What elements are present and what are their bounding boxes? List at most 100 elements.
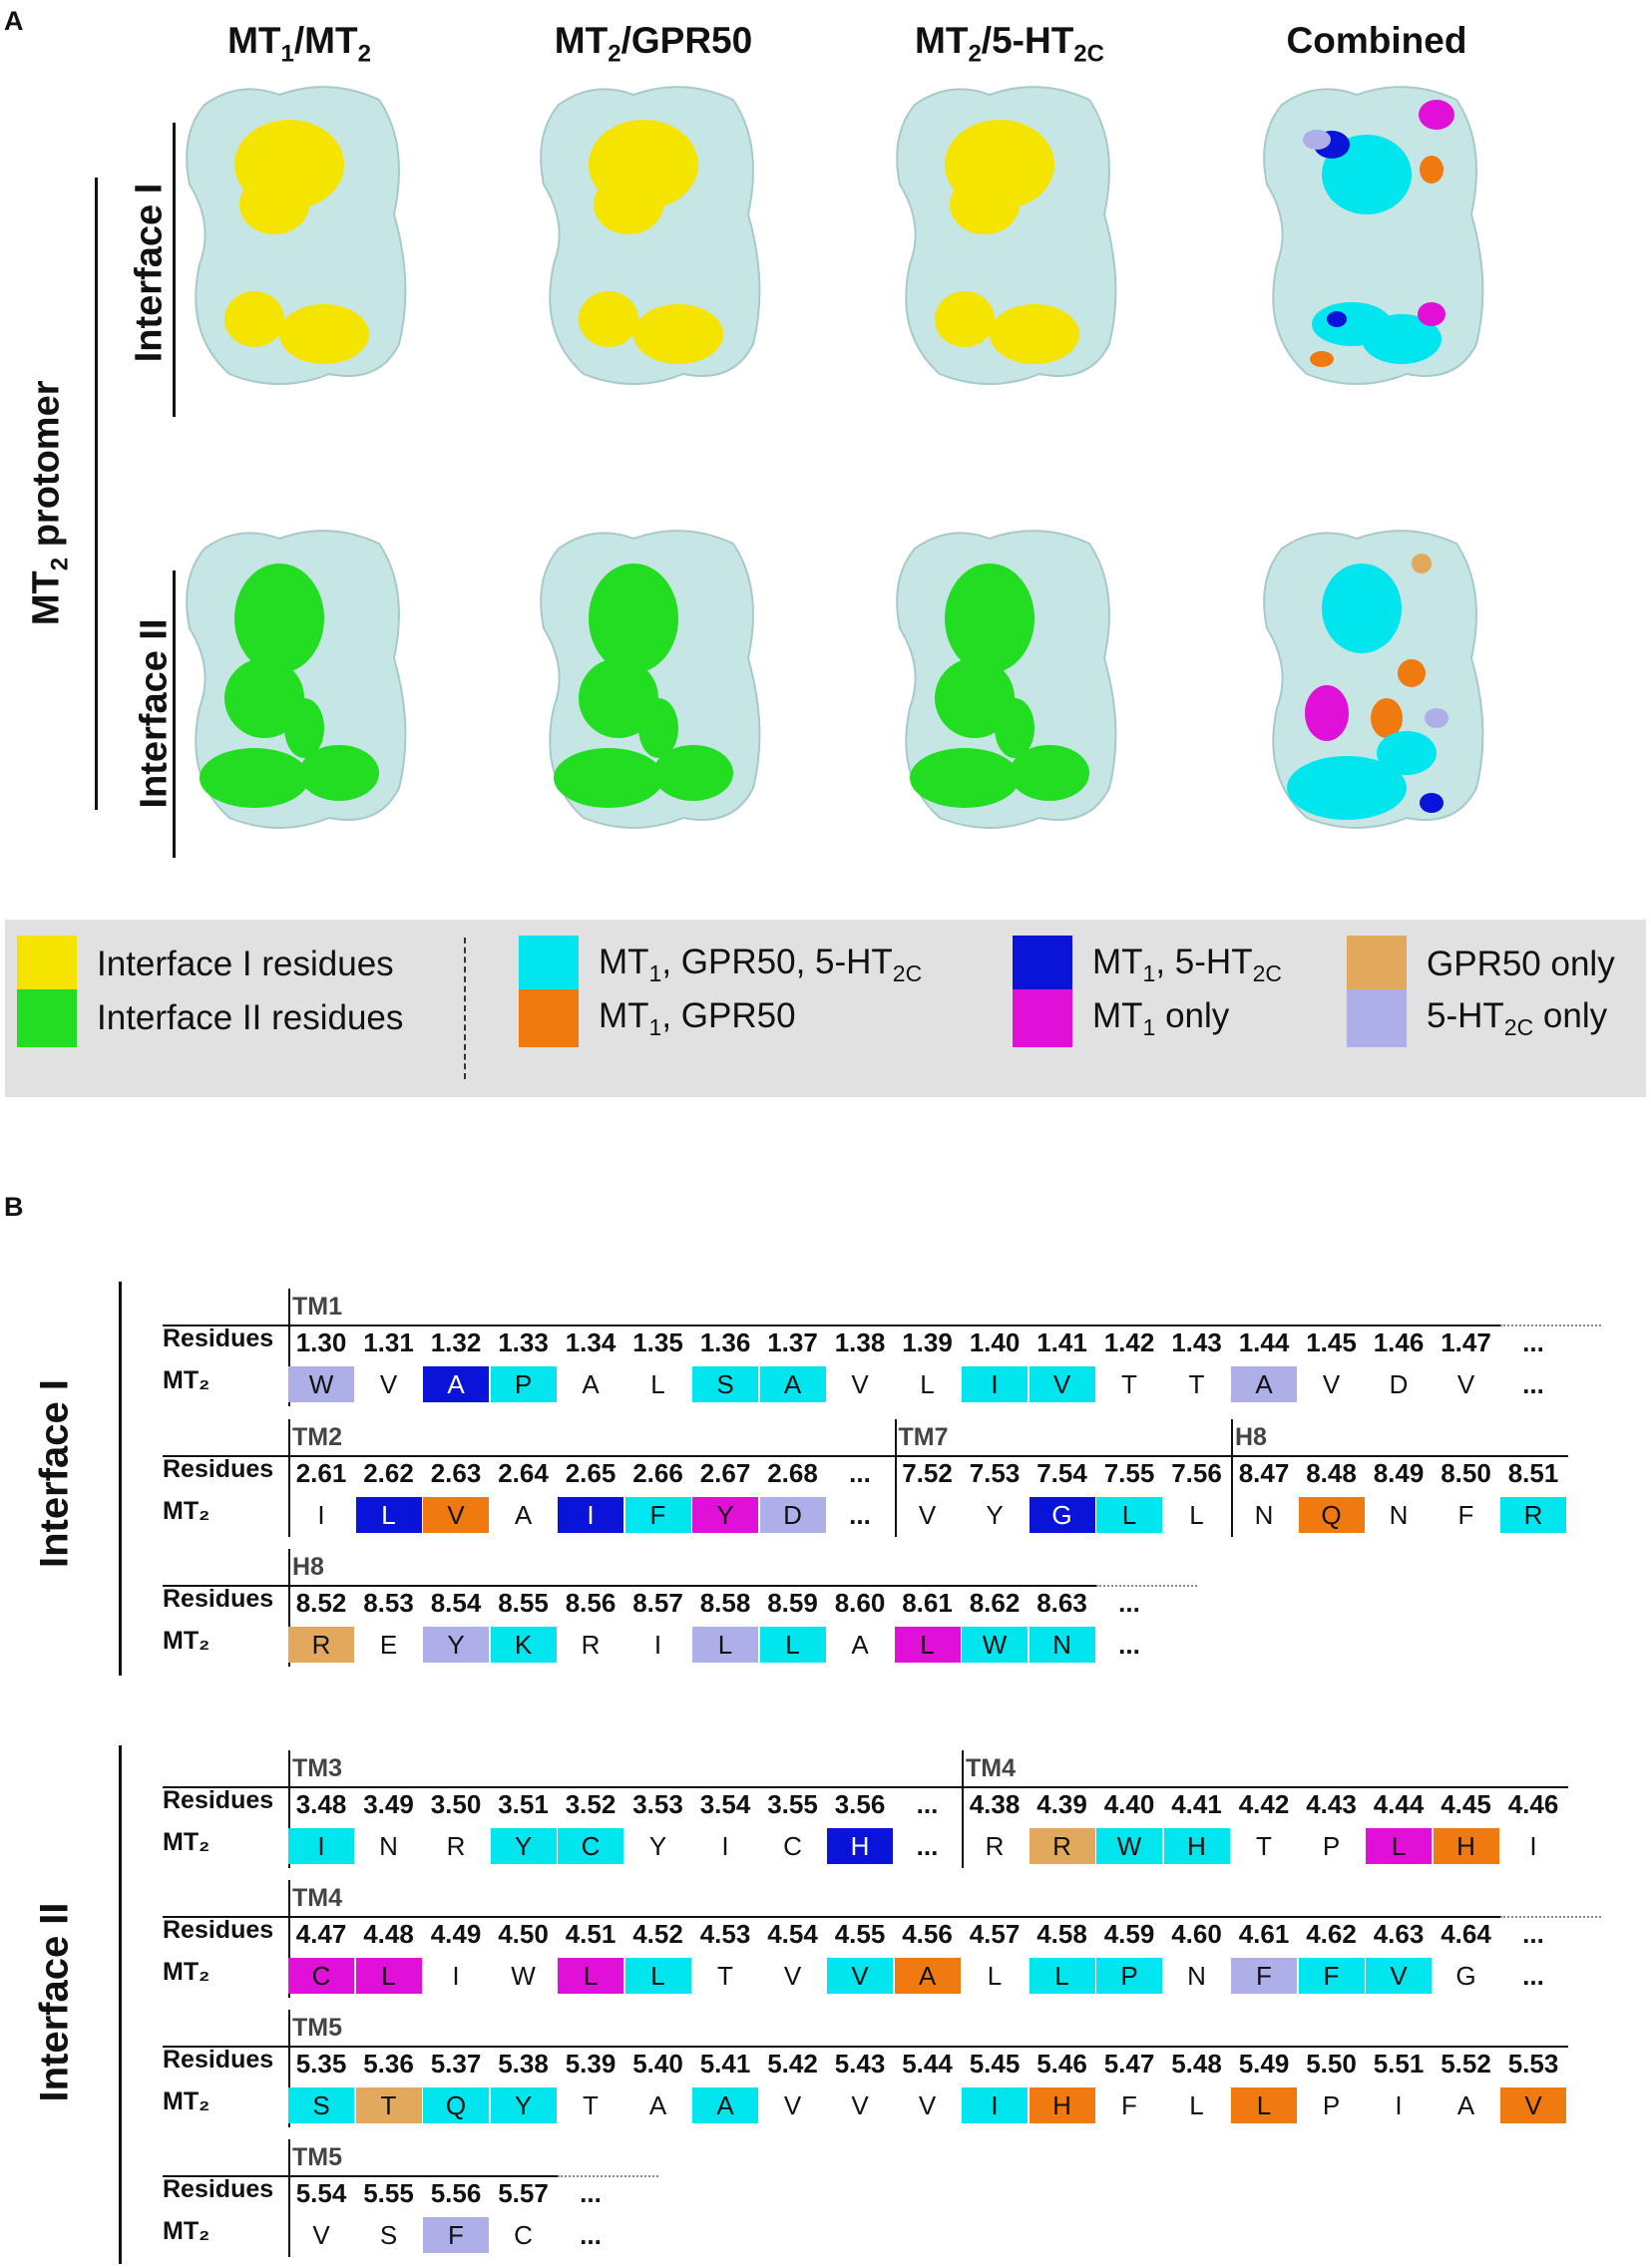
residue-number: 4.54: [767, 1919, 818, 1949]
legend-label: Interface II residues: [97, 998, 404, 1037]
sequence-row-label: MT₂: [163, 1497, 210, 1525]
residue-number: 5.40: [632, 2049, 683, 2079]
residue-cell: P: [1322, 1831, 1341, 1861]
residue-cell: P: [490, 1366, 557, 1402]
column-title: MT2/5-HT2C: [915, 20, 1104, 68]
residue-number: 8.58: [699, 1588, 751, 1618]
residue-number: 3.54: [699, 1789, 751, 1819]
residue-number: 5.57: [498, 2178, 549, 2208]
residue-number: 4.39: [1036, 1789, 1087, 1819]
residue-cell: R: [1029, 1828, 1095, 1864]
residue-cell: I: [558, 1497, 623, 1533]
residue-number: 8.53: [363, 1588, 414, 1618]
combined-patch: [1362, 314, 1442, 364]
residue-number: 1.42: [1103, 1327, 1155, 1357]
residue-number: 3.55: [767, 1789, 818, 1819]
residue-cell: L: [987, 1961, 1003, 1991]
residue-cell: A: [894, 1958, 961, 1994]
residue-cell: ...: [916, 1831, 939, 1861]
table-header-rule-dotted: [1096, 1585, 1198, 1587]
combined-patch: [1419, 100, 1454, 130]
segment-separator: [288, 1419, 290, 1537]
legend-item: Interface II residues: [17, 989, 403, 1047]
residue-number: 5.37: [430, 2049, 482, 2079]
residues-row-label: Residues: [163, 1786, 274, 1814]
residue-cell: A: [514, 1500, 533, 1530]
residue-cell: R: [581, 1630, 601, 1660]
residue-number: 4.60: [1171, 1919, 1222, 1949]
interface-ii-patch: [299, 745, 379, 801]
combined-patch: [1418, 302, 1445, 326]
residue-cell: L: [692, 1627, 758, 1663]
segment-separator: [288, 1750, 290, 1868]
residue-cell: Y: [648, 1831, 667, 1861]
residue-number: 4.64: [1441, 1919, 1491, 1949]
residue-number: 1.37: [767, 1327, 818, 1357]
residue-number: 4.51: [565, 1919, 617, 1949]
residue-cell: Y: [423, 1627, 489, 1663]
residue-number: 1.43: [1171, 1327, 1222, 1357]
interface-ii-patch: [579, 658, 658, 738]
legend-label: GPR50 only: [1427, 945, 1615, 983]
legend-label: MT1 only: [1092, 995, 1230, 1040]
residue-number: 2.64: [498, 1458, 549, 1488]
legend-swatch: [1013, 989, 1072, 1047]
residue-cell: L: [759, 1627, 826, 1663]
residue-number: 5.48: [1171, 2049, 1222, 2079]
segment-label: TM4: [292, 1884, 342, 1912]
residue-cell: V: [312, 2220, 330, 2250]
interface-ii-patch: [234, 564, 324, 673]
residues-row-label: Residues: [163, 1455, 274, 1483]
residue-cell: L: [1096, 1497, 1162, 1533]
residue-number: 8.59: [767, 1588, 818, 1618]
segment-separator: [1231, 1419, 1233, 1537]
legend-item: MT1 only: [1013, 989, 1229, 1047]
residue-number: 8.56: [565, 1588, 617, 1618]
residue-cell: I: [452, 1961, 460, 1991]
interface-i-patch: [579, 291, 638, 347]
residue-number: 4.42: [1238, 1789, 1290, 1819]
interface-i-patch: [224, 291, 284, 347]
residue-cell: Q: [1298, 1497, 1365, 1533]
legend-swatch: [1347, 989, 1407, 1047]
residue-cell: ...: [1522, 1369, 1544, 1399]
residue-number: 4.62: [1306, 1919, 1357, 1949]
legend-swatch: [1347, 936, 1407, 993]
residue-cell: P: [1096, 1958, 1162, 1994]
residue-number: 4.56: [902, 1919, 953, 1949]
table-interface-ii-bracket: [119, 1745, 122, 2264]
residue-number: 2.66: [632, 1458, 683, 1488]
residue-number: 1.38: [834, 1327, 886, 1357]
residue-cell: F: [1121, 2090, 1137, 2120]
residue-number: 5.49: [1238, 2049, 1290, 2079]
segment-separator: [288, 1289, 290, 1406]
combined-patch: [1305, 685, 1349, 741]
legend-item: GPR50 only: [1347, 936, 1615, 993]
residue-cell: T: [717, 1961, 733, 1991]
combined-patch: [1420, 793, 1444, 813]
residue-cell: I: [288, 1828, 354, 1864]
residue-number: 3.51: [498, 1789, 549, 1819]
legend-label: 5-HT2C only: [1427, 995, 1608, 1040]
column-title: Combined: [1286, 20, 1467, 61]
residue-number: 7.56: [1171, 1458, 1222, 1488]
residue-cell: E: [379, 1630, 398, 1660]
residue-number: 4.61: [1238, 1919, 1290, 1949]
protomer-bracket: [95, 178, 98, 810]
interface-ii-structure: [540, 530, 761, 829]
residue-cell: V: [1366, 1958, 1432, 1994]
table-header-rule: [163, 1786, 1568, 1788]
residue-cell: F: [1231, 1958, 1297, 1994]
residue-number: 2.61: [295, 1458, 347, 1488]
residue-number: 3.48: [295, 1789, 347, 1819]
residue-cell: S: [692, 1366, 758, 1402]
residue-cell: V: [1456, 1369, 1475, 1399]
residue-number: 8.50: [1441, 1458, 1491, 1488]
residue-cell: L: [1189, 1500, 1204, 1530]
residue-number: 8.47: [1238, 1458, 1290, 1488]
residue-cell: W: [288, 1366, 354, 1402]
residue-number: 2.68: [767, 1458, 818, 1488]
residue-cell: L: [650, 1369, 665, 1399]
residue-cell: A: [423, 1366, 489, 1402]
residue-number: 7.53: [969, 1458, 1021, 1488]
